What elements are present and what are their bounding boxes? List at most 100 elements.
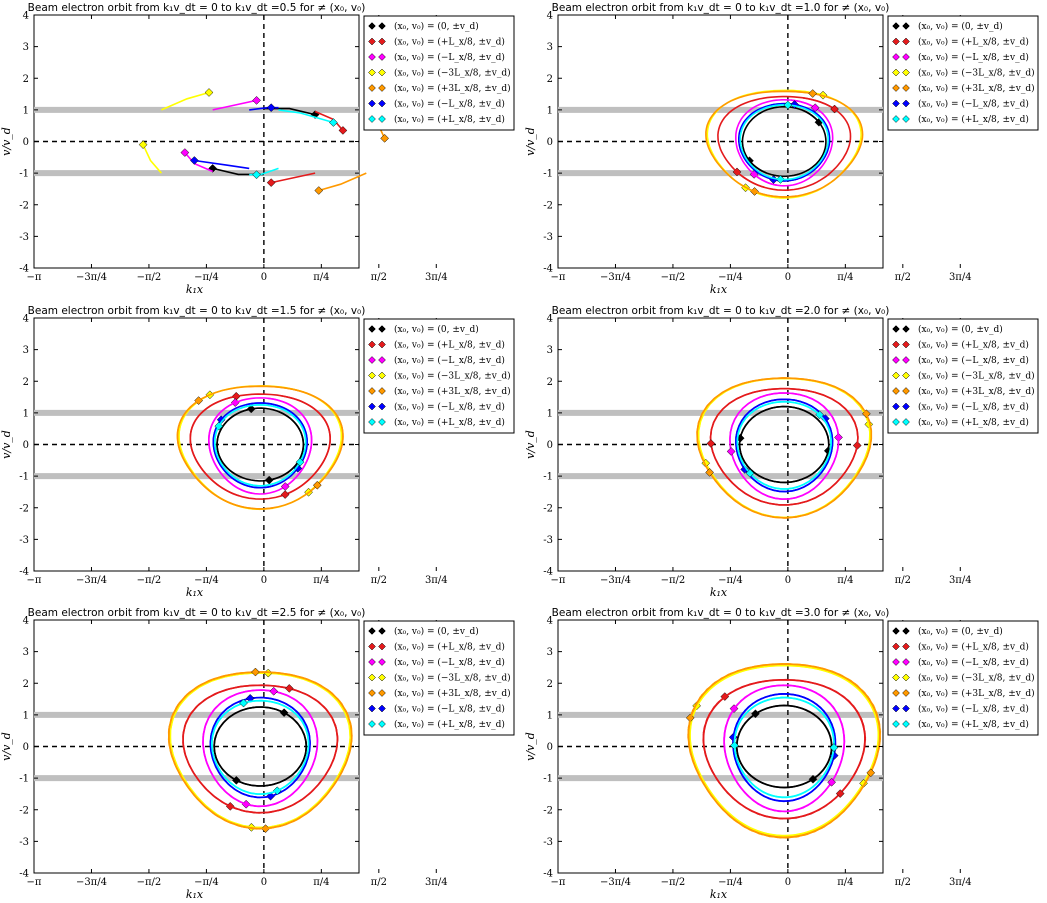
chart-title: Beam electron orbit from k₁v_dt = 0 to k… (28, 607, 366, 619)
legend-marker (902, 53, 910, 61)
orbit-line (182, 684, 339, 814)
orbit-marker (790, 100, 799, 109)
orbit-marker (295, 457, 305, 467)
legend-marker (902, 402, 910, 411)
orbit-line (687, 663, 882, 839)
legend-label: (x₀, v₀) = (+L_x/8, ±v_d) (394, 340, 505, 351)
orbit-marker (204, 88, 214, 97)
y-tick-label: -2 (19, 200, 29, 211)
legend-marker (892, 53, 900, 61)
x-tick-label: −π/2 (661, 575, 686, 586)
orbit-marker (827, 777, 836, 787)
y-tick-label: -3 (543, 535, 553, 546)
y-tick-label: 2 (547, 679, 553, 690)
y-tick-label: -4 (543, 869, 553, 880)
band-lower (558, 775, 883, 782)
legend-label: (x₀, v₀) = (−L_x/8, ±v_d) (918, 402, 1029, 413)
legend-label: (x₀, v₀) = (−3L_x/8, ±v_d) (918, 68, 1035, 79)
y-tick-label: -1 (543, 774, 553, 785)
legend-label: (x₀, v₀) = (−3L_x/8, ±v_d) (918, 673, 1035, 684)
y-tick-label: 0 (23, 440, 29, 451)
band-lower (34, 170, 359, 177)
legend-label: (x₀, v₀) = (+L_x/8, ±v_d) (918, 114, 1029, 125)
legend-marker (902, 387, 910, 395)
x-tick-label: 0 (261, 877, 267, 888)
orbit-line (194, 159, 250, 170)
legend-marker (902, 642, 910, 651)
legend-marker (368, 68, 376, 77)
x-axis-label: k₁x (710, 586, 728, 599)
orbit-line (278, 109, 334, 124)
legend-marker (902, 22, 910, 30)
x-tick-label: π/2 (895, 575, 911, 586)
x-tick-label: −3π/4 (600, 877, 631, 888)
legend-marker (368, 418, 376, 426)
x-axis-label: k₁x (186, 888, 204, 901)
orbit-marker (239, 698, 248, 708)
orbit-line (741, 105, 820, 174)
x-tick-label: 3π/4 (949, 877, 972, 888)
legend-label: (x₀, v₀) = (+L_x/8, ±v_d) (918, 642, 1029, 653)
orbit-marker (740, 465, 750, 474)
legend-marker (368, 53, 376, 61)
legend-marker (892, 627, 900, 635)
y-tick-label: -1 (19, 472, 29, 483)
legend-label: (x₀, v₀) = (+L_x/8, ±v_d) (918, 37, 1029, 48)
band-lower (558, 170, 883, 177)
x-tick-label: 3π/4 (949, 575, 972, 586)
y-tick-label: 4 (23, 616, 29, 627)
legend-marker (902, 68, 910, 77)
legend-box (887, 620, 1039, 736)
x-tick-label: −π/2 (137, 272, 162, 283)
orbit-marker (380, 133, 389, 143)
chart-title: Beam electron orbit from k₁v_dt = 0 to k… (552, 305, 890, 317)
legend-marker (378, 115, 386, 123)
y-tick-label: 1 (23, 105, 29, 116)
x-tick-label: π/2 (895, 877, 911, 888)
y-tick-label: -4 (19, 264, 29, 275)
x-tick-label: 0 (261, 575, 267, 586)
legend-marker (378, 418, 386, 426)
legend-marker (378, 325, 386, 333)
x-tick-label: −3π/4 (76, 272, 107, 283)
y-tick-label: 2 (23, 377, 29, 388)
legend-marker (368, 356, 376, 364)
legend-label: (x₀, v₀) = (0, ±v_d) (918, 626, 1003, 637)
x-tick-label: −π (27, 877, 42, 888)
y-tick-label: 3 (23, 42, 29, 53)
orbit-marker (706, 439, 716, 448)
orbit-line (213, 706, 308, 787)
x-tick-label: 0 (785, 877, 791, 888)
x-tick-label: π/4 (313, 877, 329, 888)
x-tick-label: −π (27, 575, 42, 586)
legend-marker (902, 704, 910, 713)
legend-box (363, 620, 515, 736)
band-upper (34, 711, 359, 718)
orbit-line (753, 99, 834, 187)
y-tick-label: -3 (19, 837, 29, 848)
x-tick-label: −3π/4 (76, 877, 107, 888)
y-tick-label: 2 (547, 74, 553, 85)
legend-label: (x₀, v₀) = (0, ±v_d) (394, 324, 479, 335)
orbit-line (754, 90, 864, 198)
chart-title: Beam electron orbit from k₁v_dt = 0 to k… (28, 305, 366, 317)
orbit-marker (866, 768, 876, 778)
legend-label: (x₀, v₀) = (+L_x/8, ±v_d) (394, 642, 505, 653)
legend-marker (902, 37, 910, 46)
orbit-line (209, 696, 311, 799)
legend-label: (x₀, v₀) = (−L_x/8, ±v_d) (918, 704, 1029, 715)
orbit-marker (314, 186, 324, 195)
legend-box (887, 15, 1039, 131)
legend-marker (892, 22, 900, 30)
orbit-marker (190, 156, 199, 165)
y-tick-label: -4 (543, 264, 553, 275)
legend: (x₀, v₀) = (0, ±v_d) (x₀, v₀) = (+L_x/8, … (887, 620, 1039, 736)
orbit-line (318, 172, 367, 192)
orbit-marker (284, 684, 294, 693)
legend-marker (378, 340, 386, 349)
legend-marker (892, 99, 900, 108)
orbit-marker (266, 178, 276, 187)
orbit-line (271, 172, 316, 184)
orbit-marker (726, 447, 736, 456)
